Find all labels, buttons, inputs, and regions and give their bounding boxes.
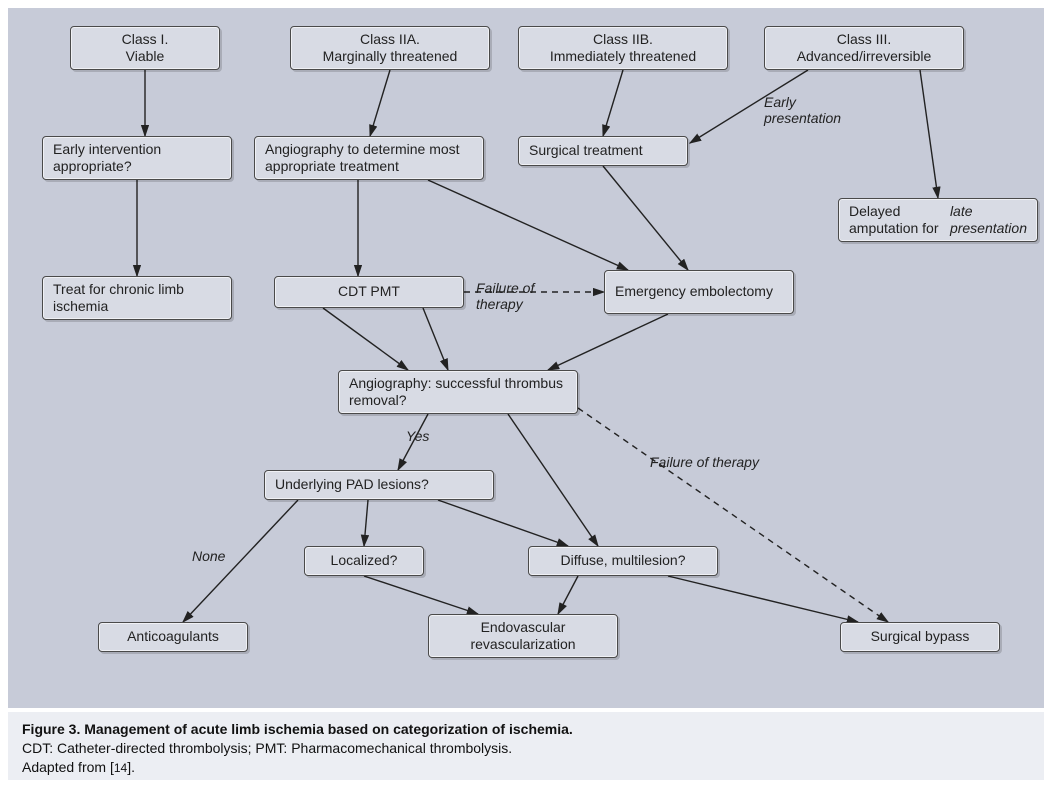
label-none: None: [192, 548, 225, 564]
node-emergency-embolectomy: Emergency embolectomy: [604, 270, 794, 314]
caption-adapted-prefix: Adapted from [: [22, 759, 114, 775]
node-localized: Localized?: [304, 546, 424, 576]
label-early-presentation: Earlypresentation: [764, 94, 841, 126]
node-angiography-successful: Angiography: successful thrombus removal…: [338, 370, 578, 414]
caption-adapted-suffix: ].: [127, 759, 135, 775]
node-diffuse: Diffuse, multilesion?: [528, 546, 718, 576]
caption-ref-number: 14: [114, 761, 127, 775]
caption-line3: Adapted from [14].: [22, 758, 1030, 777]
node-early-intervention: Early intervention appropriate?: [42, 136, 232, 180]
node-underlying-pad: Underlying PAD lesions?: [264, 470, 494, 500]
caption-title: Figure 3. Management of acute limb ische…: [22, 720, 1030, 739]
figure-caption: Figure 3. Management of acute limb ische…: [8, 712, 1044, 780]
node-endovascular: Endovascular revascularization: [428, 614, 618, 658]
figure-container: Class I.Viable Class IIA.Marginally thre…: [0, 0, 1052, 788]
node-anticoagulants: Anticoagulants: [98, 622, 248, 652]
node-surgical-treatment: Surgical treatment: [518, 136, 688, 166]
node-treat-chronic: Treat for chronic limb ischemia: [42, 276, 232, 320]
flowchart-area: Class I.Viable Class IIA.Marginally thre…: [8, 8, 1044, 708]
label-failure-of-therapy-2: Failure of therapy: [650, 454, 759, 470]
caption-line2: CDT: Catheter-directed thrombolysis; PMT…: [22, 739, 1030, 758]
node-surgical-bypass: Surgical bypass: [840, 622, 1000, 652]
node-class-iib: Class IIB.Immediately threatened: [518, 26, 728, 70]
edges-layer: [8, 8, 1044, 708]
node-class-i: Class I.Viable: [70, 26, 220, 70]
label-yes: Yes: [406, 428, 429, 444]
node-delayed-amputation: Delayed amputation for late presentation: [838, 198, 1038, 242]
node-cdt-pmt: CDT PMT: [274, 276, 464, 308]
node-class-iia: Class IIA.Marginally threatened: [290, 26, 490, 70]
node-class-iii: Class III.Advanced/irreversible: [764, 26, 964, 70]
node-angiography-determine: Angiography to determine most appropriat…: [254, 136, 484, 180]
label-failure-of-therapy-1: Failure oftherapy: [476, 280, 534, 312]
